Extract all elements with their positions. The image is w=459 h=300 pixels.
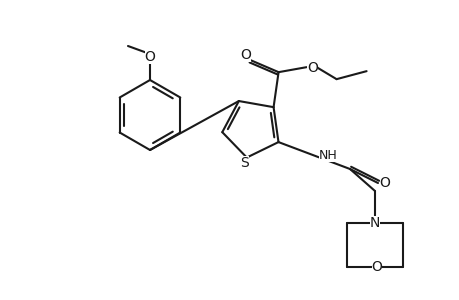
Text: O: O	[307, 61, 317, 75]
Text: O: O	[379, 176, 390, 190]
Text: O: O	[144, 50, 155, 64]
Text: NH: NH	[319, 149, 337, 162]
Text: N: N	[369, 216, 379, 230]
Text: O: O	[240, 48, 251, 62]
Text: S: S	[240, 155, 249, 170]
Text: O: O	[371, 260, 381, 274]
